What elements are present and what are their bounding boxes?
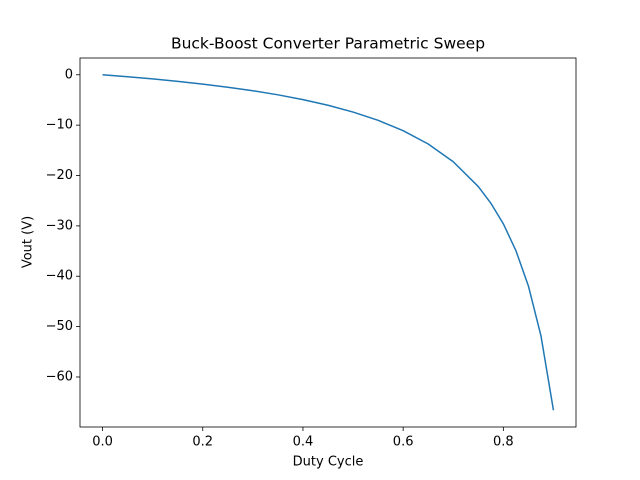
y-tick-label: −50 — [46, 319, 73, 334]
line-series — [102, 74, 555, 411]
y-tick-label: −10 — [46, 118, 73, 133]
chart-title: Buck-Boost Converter Parametric Sweep — [171, 35, 485, 53]
x-tick-label: 0.0 — [92, 435, 113, 450]
x-tick-label: 0.2 — [192, 435, 213, 450]
y-tick-label: −40 — [46, 269, 73, 284]
y-tick-label: −30 — [46, 218, 73, 233]
y-tick-label: −60 — [46, 369, 73, 384]
y-tick-label: 0 — [65, 67, 73, 82]
x-tick-label: 0.6 — [393, 435, 414, 450]
x-tick-label: 0.8 — [493, 435, 514, 450]
plot-frame — [79, 57, 577, 428]
x-axis-label: Duty Cycle — [293, 455, 364, 470]
y-tick-label: −20 — [46, 168, 73, 183]
x-tick-label: 0.4 — [293, 435, 314, 450]
y-axis-label: Vout (V) — [21, 216, 36, 268]
